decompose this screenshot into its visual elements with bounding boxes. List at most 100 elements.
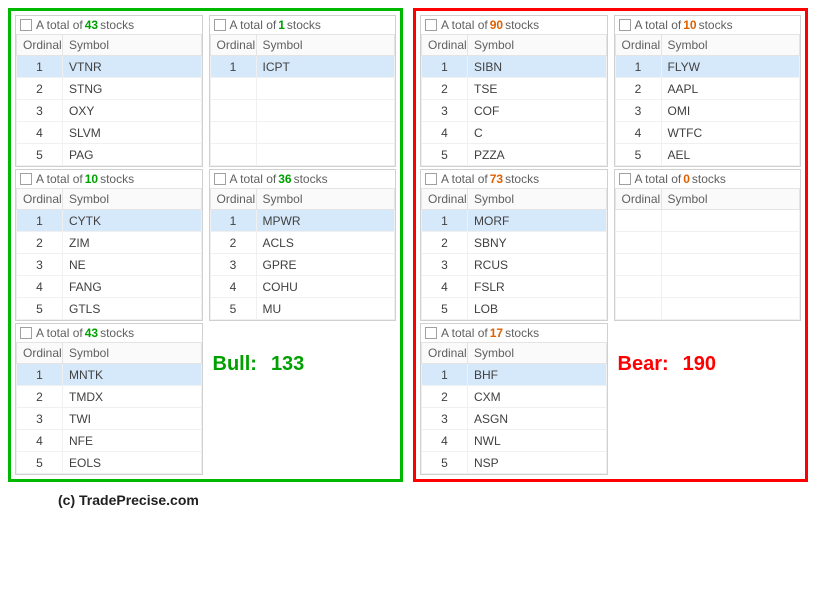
col-symbol[interactable]: Symbol xyxy=(661,35,800,56)
cell-ordinal: 2 xyxy=(17,232,63,254)
cell-symbol: AEL xyxy=(661,144,800,166)
table-row[interactable]: 5MU xyxy=(210,298,395,320)
col-ordinal[interactable]: Ordinal xyxy=(422,189,468,210)
table-row[interactable]: 2SBNY xyxy=(422,232,607,254)
table-row[interactable]: 3COF xyxy=(422,100,607,122)
total-suffix: stocks xyxy=(100,18,134,32)
table-row[interactable]: 1VTNR xyxy=(17,56,202,78)
checkbox-icon[interactable] xyxy=(619,173,631,185)
cell-ordinal: 2 xyxy=(17,386,63,408)
col-symbol[interactable]: Symbol xyxy=(256,35,395,56)
table-row[interactable]: 1ICPT xyxy=(210,56,395,78)
col-ordinal[interactable]: Ordinal xyxy=(615,189,661,210)
table-row[interactable]: 3NE xyxy=(17,254,202,276)
checkbox-icon[interactable] xyxy=(214,19,226,31)
table-row[interactable]: 4NWL xyxy=(422,430,607,452)
table-row[interactable]: 5NSP xyxy=(422,452,607,474)
table-row[interactable]: 2TSE xyxy=(422,78,607,100)
table-row[interactable]: 4SLVM xyxy=(17,122,202,144)
table-row[interactable]: 3GPRE xyxy=(210,254,395,276)
table-row[interactable]: 2ACLS xyxy=(210,232,395,254)
table-row[interactable]: 2TMDX xyxy=(17,386,202,408)
block-header: A total of36stocks xyxy=(210,170,396,188)
table-row[interactable]: 5PZZA xyxy=(422,144,607,166)
table-row[interactable]: 3RCUS xyxy=(422,254,607,276)
col-ordinal[interactable]: Ordinal xyxy=(210,189,256,210)
table-row[interactable]: 3OMI xyxy=(615,100,800,122)
col-ordinal[interactable]: Ordinal xyxy=(615,35,661,56)
checkbox-icon[interactable] xyxy=(619,19,631,31)
table-row[interactable]: 5GTLS xyxy=(17,298,202,320)
table-row[interactable]: 1FLYW xyxy=(615,56,800,78)
col-ordinal[interactable]: Ordinal xyxy=(17,189,63,210)
cell-ordinal: 4 xyxy=(17,276,63,298)
total-prefix: A total of xyxy=(230,172,277,186)
cell-symbol: TMDX xyxy=(63,386,202,408)
stock-block: A total of10stocksOrdinalSymbol1FLYW2AAP… xyxy=(614,15,802,167)
bull-summary: Bull:133 xyxy=(209,323,397,386)
table-row[interactable]: 1MORF xyxy=(422,210,607,232)
table-row[interactable]: 3OXY xyxy=(17,100,202,122)
cell-ordinal: 3 xyxy=(210,254,256,276)
checkbox-icon[interactable] xyxy=(425,19,437,31)
col-symbol[interactable]: Symbol xyxy=(468,343,607,364)
total-prefix: A total of xyxy=(441,172,488,186)
checkbox-icon[interactable] xyxy=(20,19,32,31)
cell-symbol: TWI xyxy=(63,408,202,430)
checkbox-icon[interactable] xyxy=(20,327,32,339)
cell-ordinal: 3 xyxy=(422,408,468,430)
table-row[interactable]: 2ZIM xyxy=(17,232,202,254)
checkbox-icon[interactable] xyxy=(214,173,226,185)
cell-ordinal: 4 xyxy=(422,430,468,452)
table-row[interactable]: 5LOB xyxy=(422,298,607,320)
table-row[interactable]: 1SIBN xyxy=(422,56,607,78)
col-ordinal[interactable]: Ordinal xyxy=(422,35,468,56)
cell-ordinal: 5 xyxy=(17,144,63,166)
col-ordinal[interactable]: Ordinal xyxy=(17,35,63,56)
table-row[interactable]: 5EOLS xyxy=(17,452,202,474)
table-row-empty xyxy=(615,210,800,232)
cell-symbol: TSE xyxy=(468,78,607,100)
table-row-empty xyxy=(210,144,395,166)
bear-panel: A total of90stocksOrdinalSymbol1SIBN2TSE… xyxy=(413,8,808,482)
col-symbol[interactable]: Symbol xyxy=(63,343,202,364)
col-ordinal[interactable]: Ordinal xyxy=(17,343,63,364)
col-ordinal[interactable]: Ordinal xyxy=(210,35,256,56)
table-row[interactable]: 1MPWR xyxy=(210,210,395,232)
table-row[interactable]: 5AEL xyxy=(615,144,800,166)
total-prefix: A total of xyxy=(635,172,682,186)
col-symbol[interactable]: Symbol xyxy=(63,189,202,210)
table-row[interactable]: 3TWI xyxy=(17,408,202,430)
table-row[interactable]: 2STNG xyxy=(17,78,202,100)
col-symbol[interactable]: Symbol xyxy=(661,189,800,210)
table-row[interactable]: 4FSLR xyxy=(422,276,607,298)
checkbox-icon[interactable] xyxy=(425,173,437,185)
bear-col-1: A total of90stocksOrdinalSymbol1SIBN2TSE… xyxy=(420,15,608,475)
table-row[interactable]: 4COHU xyxy=(210,276,395,298)
table-row[interactable]: 1BHF xyxy=(422,364,607,386)
table-row[interactable]: 4FANG xyxy=(17,276,202,298)
table-row[interactable]: 2AAPL xyxy=(615,78,800,100)
summary-total: 190 xyxy=(669,353,716,375)
col-ordinal[interactable]: Ordinal xyxy=(422,343,468,364)
table-row[interactable]: 1CYTK xyxy=(17,210,202,232)
table-row[interactable]: 4WTFC xyxy=(615,122,800,144)
total-count: 43 xyxy=(83,18,100,32)
col-symbol[interactable]: Symbol xyxy=(256,189,395,210)
col-symbol[interactable]: Symbol xyxy=(468,189,607,210)
table-row[interactable]: 3ASGN xyxy=(422,408,607,430)
table-row[interactable]: 1MNTK xyxy=(17,364,202,386)
stock-block: A total of90stocksOrdinalSymbol1SIBN2TSE… xyxy=(420,15,608,167)
col-symbol[interactable]: Symbol xyxy=(468,35,607,56)
col-symbol[interactable]: Symbol xyxy=(63,35,202,56)
summary-label: Bear: xyxy=(618,353,669,375)
table-row[interactable]: 4C xyxy=(422,122,607,144)
checkbox-icon[interactable] xyxy=(425,327,437,339)
total-count: 10 xyxy=(681,18,698,32)
bull-col-2: A total of1stocksOrdinalSymbol1ICPTA tot… xyxy=(209,15,397,475)
checkbox-icon[interactable] xyxy=(20,173,32,185)
total-suffix: stocks xyxy=(699,18,733,32)
table-row[interactable]: 2CXM xyxy=(422,386,607,408)
table-row[interactable]: 5PAG xyxy=(17,144,202,166)
table-row[interactable]: 4NFE xyxy=(17,430,202,452)
